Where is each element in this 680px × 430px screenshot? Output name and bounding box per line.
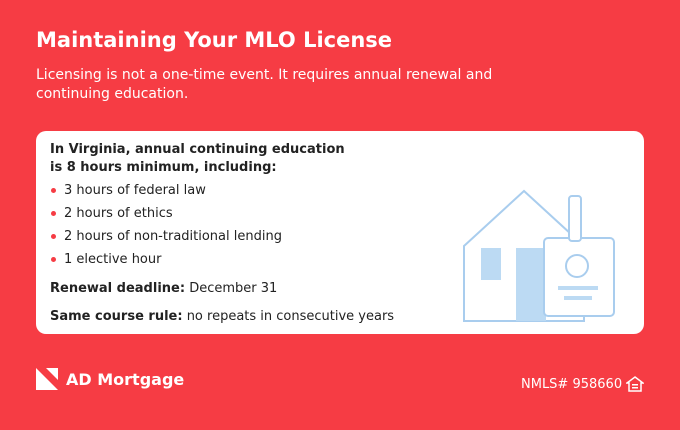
equal-housing-icon <box>626 376 644 392</box>
value: December 31 <box>189 281 278 296</box>
info-card: In Virginia, annual continuing education… <box>36 131 644 334</box>
requirement-item: 2 hours of ethics <box>50 202 282 225</box>
label: Same course rule: <box>50 309 183 324</box>
subtitle: Licensing is not a one-time event. It re… <box>36 67 493 102</box>
nmls: NMLS# 958660 <box>521 377 623 392</box>
house-illustration <box>463 189 615 322</box>
requirement-list: 3 hours of federal law 2 hours of ethics 2… <box>50 179 282 271</box>
value: no repeats in consecutive years <box>186 309 395 324</box>
logo-icon <box>36 368 58 390</box>
requirement-item: 1 elective hour <box>50 248 282 271</box>
label: Renewal deadline: <box>50 281 186 296</box>
requirement-item: 2 hours of non-traditional lending <box>50 225 282 248</box>
card-intro: In Virginia, annual continuing education… <box>50 142 345 175</box>
brand: AD Mortgage <box>66 370 185 389</box>
renewal-row: Renewal deadline: December 31 <box>50 281 277 296</box>
rule-row: Same course rule: no repeats in consecut… <box>50 309 394 324</box>
title: Maintaining Your MLO License <box>36 28 393 52</box>
requirement-item: 3 hours of federal law <box>50 179 282 202</box>
